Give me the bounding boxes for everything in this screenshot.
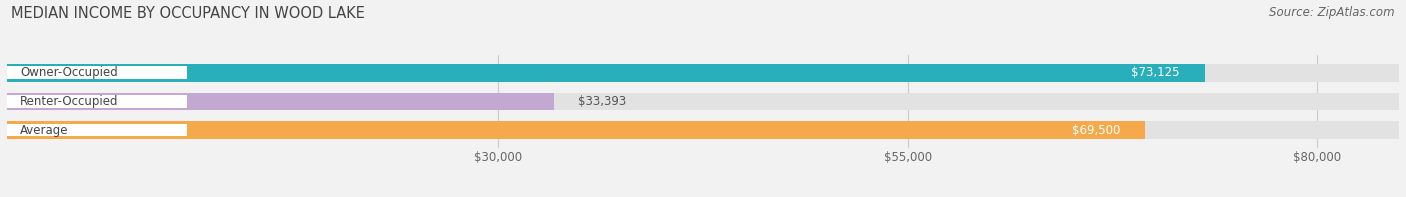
Bar [7, 121, 1399, 139]
Bar [7, 95, 187, 108]
Bar [7, 64, 1399, 82]
Bar [7, 93, 1399, 110]
Text: MEDIAN INCOME BY OCCUPANCY IN WOOD LAKE: MEDIAN INCOME BY OCCUPANCY IN WOOD LAKE [11, 6, 366, 21]
Text: Renter-Occupied: Renter-Occupied [20, 95, 118, 108]
Text: $33,393: $33,393 [578, 95, 627, 108]
Bar [7, 121, 1144, 139]
Text: $69,500: $69,500 [1073, 124, 1121, 137]
Text: Source: ZipAtlas.com: Source: ZipAtlas.com [1270, 6, 1395, 19]
Bar [7, 93, 554, 110]
Bar [7, 67, 187, 79]
Bar [7, 64, 1205, 82]
Text: $73,125: $73,125 [1132, 66, 1180, 79]
Text: Average: Average [20, 124, 69, 137]
Text: Owner-Occupied: Owner-Occupied [20, 66, 118, 79]
Bar [7, 124, 187, 136]
